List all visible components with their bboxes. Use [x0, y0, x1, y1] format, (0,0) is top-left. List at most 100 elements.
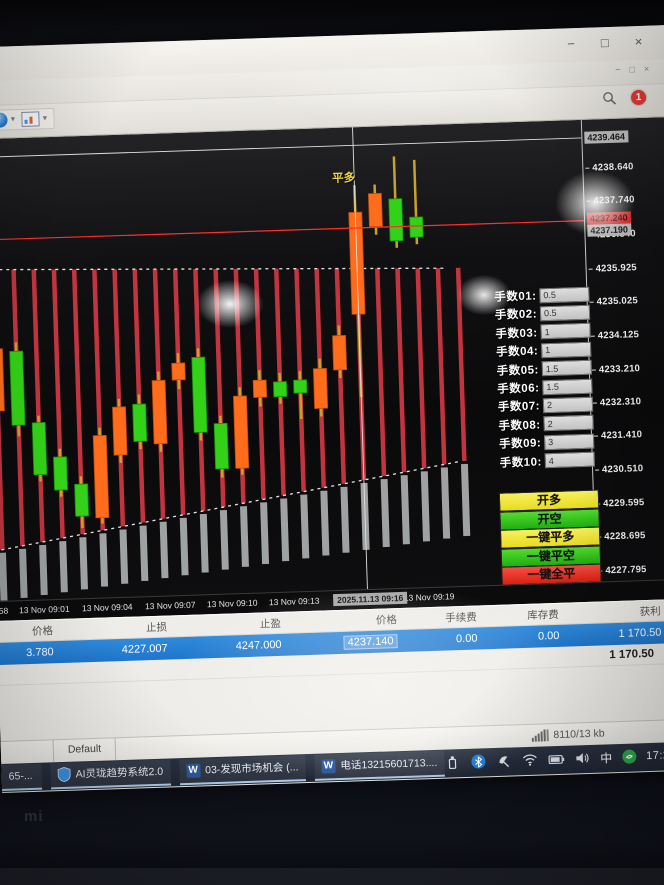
order-column-header[interactable]: 手续费	[445, 611, 477, 625]
time-axis-label: 13 Nov 09:01	[18, 603, 70, 616]
volume-bar	[159, 521, 169, 579]
price-axis-label: 4229.595	[603, 496, 645, 510]
lot-size-input[interactable]	[539, 286, 590, 303]
child-close-button[interactable]: ×	[643, 63, 650, 74]
taskbar-item-1[interactable]: AI灵珑趋势系统2.0	[50, 759, 171, 789]
candle-down	[213, 422, 229, 470]
order-column-header[interactable]: 获利	[639, 605, 661, 618]
order-column-header[interactable]: 库存费	[527, 608, 559, 622]
lot-size-label: 手数05:	[496, 363, 540, 378]
crosshair-price-tag: 4239.464	[584, 130, 629, 144]
maximize-button[interactable]: □	[600, 34, 609, 51]
lot-size-input[interactable]	[544, 451, 595, 469]
volume-bar	[19, 548, 28, 598]
minimize-button[interactable]: −	[567, 36, 576, 52]
search-icon[interactable]	[602, 91, 617, 106]
candle-up	[332, 334, 348, 371]
lot-size-input[interactable]	[542, 396, 594, 414]
volume-bar	[79, 537, 88, 590]
messenger-tray-icon[interactable]	[621, 749, 637, 764]
lot-size-input[interactable]	[543, 433, 595, 450]
order-cell: 4247.000	[235, 638, 282, 653]
price-axis-label: 4231.410	[600, 429, 643, 442]
wifi-icon[interactable]	[522, 752, 539, 769]
close-button[interactable]: ×	[634, 33, 643, 50]
system-clock[interactable]: 17:21	[645, 749, 664, 763]
order-column-header[interactable]: 价格	[375, 613, 398, 627]
terminal-panel: 价格 止损 止盈 价格 手续费 库存费 获利 3.780 4227.007 4247.000 42…	[0, 598, 664, 764]
lot-size-label: 手数08:	[498, 419, 541, 433]
candle-down	[53, 456, 68, 491]
satellite-dish-icon[interactable]	[496, 752, 513, 769]
time-axis-label: 13 Nov 09:13	[268, 595, 320, 608]
indicator-bar-line	[0, 269, 5, 550]
child-minimize-button[interactable]: −	[615, 64, 621, 75]
lower-envelope-line	[0, 460, 462, 552]
indicator-bar-line	[172, 269, 186, 515]
volume-bar	[99, 533, 109, 587]
lot-size-label: 手数01:	[494, 290, 537, 304]
usb-icon[interactable]	[444, 754, 461, 771]
volume-bar	[0, 552, 8, 601]
shield-icon	[57, 767, 71, 783]
current-price-line	[0, 219, 585, 241]
price-axis-label: 4227.795	[605, 563, 647, 577]
time-axis-label: :58	[0, 605, 9, 617]
candle-down	[409, 216, 424, 238]
indicator-bar-line	[415, 268, 427, 469]
lot-size-input[interactable]	[541, 359, 593, 377]
candle-up	[151, 379, 168, 445]
price-axis-label: 4228.695	[604, 530, 646, 543]
price-axis-label: 4232.310	[599, 396, 642, 409]
lot-size-label: 手数09:	[498, 437, 542, 451]
bid-price-tag: 4237.190	[587, 223, 632, 237]
volume-bar	[179, 517, 189, 576]
chart-window-icon	[21, 111, 40, 127]
candlestick-chart[interactable]	[0, 120, 596, 601]
candle-up	[367, 192, 383, 228]
volume-icon[interactable]	[574, 750, 591, 767]
lot-size-input[interactable]	[539, 304, 591, 322]
order-column-header[interactable]: 止盈	[259, 617, 282, 631]
candle-up	[312, 367, 329, 409]
taskbar-item-3[interactable]: W 电话13215601713....	[314, 750, 445, 781]
child-restore-button[interactable]: □	[629, 64, 636, 75]
volume-bar	[219, 509, 229, 570]
taskbar-item-2[interactable]: W 03-发现市场机会 (...	[178, 754, 306, 785]
bluetooth-icon[interactable]	[470, 753, 487, 770]
chart-window[interactable]: 4238.6404237.7404236.8404235.9254235.025…	[0, 116, 664, 623]
candle-down	[272, 381, 288, 398]
chevron-down-icon: ▼	[41, 115, 49, 123]
candle-down	[191, 356, 208, 433]
time-axis-label: 13 Nov 09:04	[81, 601, 133, 614]
indicator-bar-line	[455, 267, 467, 462]
candle-down	[388, 198, 404, 242]
lot-size-input[interactable]	[540, 323, 591, 340]
indicator-bar-line	[31, 269, 45, 543]
toolbar: ▼ ▼ 1	[0, 84, 664, 139]
new-chart-button[interactable]: ▼	[21, 111, 48, 127]
lot-size-input[interactable]	[540, 341, 592, 358]
candle-up	[92, 434, 110, 519]
volume-bar	[300, 494, 310, 559]
profile-tab-default[interactable]: Default	[52, 738, 117, 763]
volume-bar	[239, 506, 249, 567]
volume-bar	[59, 541, 68, 593]
order-column-header[interactable]: 止损	[145, 621, 168, 634]
order-column-header[interactable]: 价格	[31, 624, 54, 638]
taskbar-item-0[interactable]: 65-...	[1, 763, 43, 791]
lot-size-input[interactable]	[543, 414, 594, 432]
price-axis-label: 4234.125	[597, 328, 640, 341]
lot-size-label: 手数10:	[499, 455, 543, 470]
network-activity-icon	[531, 729, 549, 742]
word-document-icon: W	[185, 763, 201, 778]
lot-size-input[interactable]	[542, 378, 593, 395]
volume-bar	[199, 513, 209, 573]
ime-language-indicator[interactable]: 中	[599, 750, 613, 766]
candle-up	[252, 379, 268, 398]
new-order-button[interactable]: ▼	[0, 112, 17, 128]
order-cell: 0.00	[455, 632, 478, 646]
notification-badge[interactable]: 1	[630, 89, 647, 106]
battery-icon[interactable]	[548, 751, 565, 768]
candle-down	[132, 403, 148, 442]
